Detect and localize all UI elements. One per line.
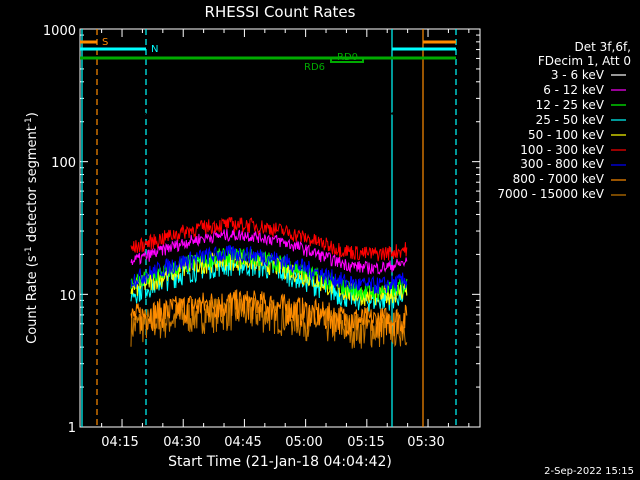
x-tick-label: 04:45	[224, 435, 261, 450]
x-tick-label: 05:30	[407, 435, 444, 450]
legend-entry: 3 - 6 keV	[551, 68, 605, 82]
series-line	[130, 110, 409, 139]
series-line	[130, 228, 408, 275]
x-axis-label: Start Time (21-Jan-18 04:04:42)	[168, 454, 392, 470]
footer-date: 2-Sep-2022 15:15	[544, 466, 634, 477]
legend-entry: 100 - 300 keV	[520, 143, 604, 157]
flag-bars	[80, 40, 456, 63]
y-tick-label: 1000	[43, 24, 76, 39]
y-axis-label: Count Rate (s-1 detector segment-1)	[24, 112, 40, 344]
legend: Det 3f,6f, FDecim 1, Att 0 3 - 6 keV 6 -…	[497, 40, 631, 201]
plot-frame	[79, 28, 481, 428]
legend-entry: 50 - 100 keV	[528, 128, 605, 142]
x-tick-label: 04:15	[101, 435, 138, 450]
flag-label-rd6: RD6	[304, 62, 325, 73]
x-tick-label: 05:15	[347, 435, 384, 450]
series-line	[130, 289, 408, 338]
attenuator-state-lines	[81, 29, 457, 427]
data-series	[130, 110, 409, 349]
legend-entry: 6 - 12 keV	[543, 83, 605, 97]
legend-header: FDecim 1, Att 0	[538, 54, 631, 68]
legend-header: Det 3f,6f,	[575, 40, 632, 54]
y-tick-label: 1	[68, 421, 76, 436]
legend-entry: 300 - 800 keV	[520, 157, 604, 171]
series-line	[130, 247, 408, 302]
y-tick-label: 100	[51, 156, 76, 171]
series-line	[130, 244, 408, 295]
flag-label-rd0: RD0	[337, 52, 358, 63]
legend-entry: 7000 - 15000 keV	[497, 187, 604, 201]
legend-entry: 25 - 50 keV	[536, 113, 605, 127]
flag-label-n: N	[151, 44, 158, 55]
legend-entry: 800 - 7000 keV	[513, 172, 605, 186]
series-line	[130, 216, 408, 262]
flag-label-s: S	[102, 37, 108, 48]
legend-swatches	[611, 74, 626, 196]
y-tick-label: 10	[59, 289, 76, 304]
x-tick-label: 05:00	[285, 435, 322, 450]
chart-title: RHESSI Count Rates	[205, 3, 356, 21]
x-tick-label: 04:30	[163, 435, 200, 450]
flag-bar-rd6	[330, 58, 364, 63]
legend-entry: 12 - 25 keV	[536, 98, 605, 112]
